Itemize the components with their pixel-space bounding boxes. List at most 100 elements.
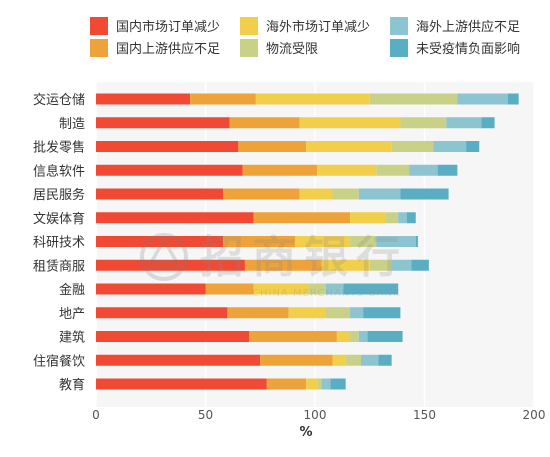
category-label: 住宿餐饮 [33,353,85,369]
legend-label: 国内上游供应不足 [116,41,220,57]
bar-segment [406,212,416,224]
bar-segment [481,117,495,129]
bar-segment [317,378,322,390]
bar-segment [369,259,392,271]
x-tick-labels: 0 50 100 150 200 [92,408,545,422]
bar-segment [244,259,322,271]
bar-segment [255,93,370,105]
bank-logo-icon [140,233,188,281]
bar-segment [457,93,508,105]
bar-segment [96,188,224,200]
bar-segment [376,164,410,176]
bar-segment [466,141,480,152]
bar-segment [409,164,438,176]
bar-segment [350,212,386,224]
watermark-sub: CHINA MERCHANTS BANK [252,288,401,299]
watermark: 招商银行 CHINA MERCHANTS BANK [140,232,408,299]
bar-segment [332,188,359,200]
bar-segment [306,378,318,390]
bar-segment [350,331,359,342]
legend-label: 海外市场订单减少 [266,19,370,35]
bar-segment [398,212,407,224]
bar-segment [306,141,392,152]
bar-segment [299,188,333,200]
bar-segment [205,283,254,295]
legend-swatch [240,39,258,57]
bar-segment [229,117,300,129]
legend-label: 未受疫情负面影响 [416,41,520,57]
bar-segment [253,212,351,224]
bar-segment [96,378,267,390]
bar-segment [345,354,361,366]
legend-swatch [90,17,108,35]
bar-segment [446,117,482,129]
bar-segment [96,236,224,247]
category-label: 租赁商服 [33,259,85,274]
bar-segment [238,141,307,152]
bar-segment [96,141,239,152]
watermark-main: 招商银行 [200,232,408,283]
category-label: 批发零售 [33,140,85,156]
bar-segment [391,141,434,152]
bar-segment [299,117,401,129]
category-label: 制造 [59,117,85,132]
bar-segment [360,354,379,366]
bar-segment [96,307,228,319]
bar-segment [330,378,346,390]
legend-label: 海外上游供应不足 [416,19,520,35]
bar-segment [350,236,377,247]
bar-segment [223,236,296,247]
bar-segment [325,307,351,319]
bar-segment [400,117,447,129]
bar-segment [96,331,250,342]
bar-segment [227,307,289,319]
bar-segment [391,259,412,271]
bar-segment [378,354,392,366]
legend-label: 物流受限 [266,42,318,57]
bar-segment [249,331,337,342]
bar-segment [350,307,364,319]
x-axis-label: % [299,425,312,440]
bar-segment [308,283,326,295]
bars [96,93,519,390]
bar-segment [321,378,331,390]
bar-segment [363,307,401,319]
category-label: 科研技术 [33,236,85,251]
bar-segment [96,354,261,366]
legend-label: 国内市场订单减少 [116,19,220,35]
category-label: 建筑 [59,330,85,346]
bar-segment [358,331,368,342]
bar-segment [96,117,230,129]
bar-segment [437,164,458,176]
bar-segment [96,283,206,295]
category-label: 金融 [59,282,85,298]
bar-segment [369,93,458,105]
bar-segment [367,331,403,342]
x-tick-label: 150 [413,408,436,422]
bar-segment [96,164,243,176]
bar-segment [260,354,333,366]
bar-segment [96,259,245,271]
bar-segment [242,164,318,176]
category-label: 居民服务 [33,187,85,203]
bar-segment [325,283,344,295]
x-tick-label: 200 [523,408,546,422]
bar-segment [223,188,300,200]
bar-segment [321,259,370,271]
bar-segment [266,378,307,390]
bar-segment [415,236,418,247]
category-label: 文娱体育 [33,211,85,227]
bar-segment [96,212,254,224]
bar-segment [295,236,351,247]
category-labels: 交运仓储制造批发零售信息软件居民服务文娱体育科研技术租赁商服金融地产建筑住宿餐饮… [33,92,85,393]
legend-swatch [390,17,408,35]
bar-segment [317,164,377,176]
bar-segment [358,188,401,200]
bar-segment [253,283,309,295]
legend-swatch [90,39,108,57]
bar-segment [332,354,346,366]
bar-segment [433,141,467,152]
